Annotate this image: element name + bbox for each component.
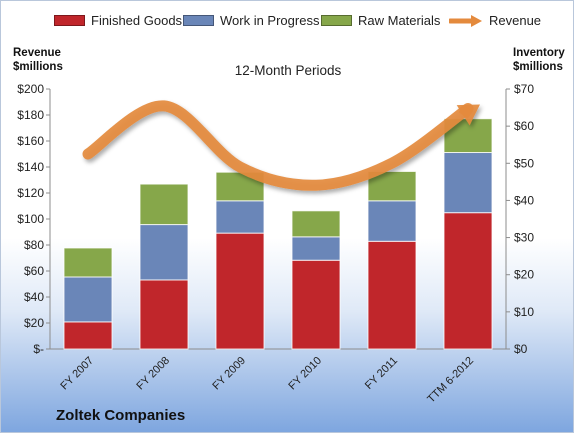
- right-tick-label: $0: [514, 342, 528, 356]
- left-tick-label: $160: [17, 134, 44, 148]
- left-axis-title-line2: $millions: [13, 61, 63, 73]
- left-tick-label: $-: [33, 342, 44, 356]
- left-tick-label: $20: [24, 316, 44, 330]
- left-tick-label: $40: [24, 290, 44, 304]
- legend-swatch-raw-materials: [321, 15, 352, 26]
- legend-item-finished-goods: Finished Goods: [54, 13, 182, 28]
- bar-finished-goods: [443, 212, 493, 350]
- bar-raw-materials: [291, 210, 341, 238]
- x-tick-label: FY 2011: [363, 355, 400, 392]
- left-axis-title-line1: Revenue: [13, 47, 61, 59]
- bar-work-in-progress: [291, 236, 341, 261]
- bar-raw-materials: [139, 183, 189, 226]
- legend-label-finished-goods: Finished Goods: [91, 13, 183, 28]
- right-axis-title-line2: $millions: [513, 61, 563, 73]
- legend-label-revenue: Revenue: [489, 13, 542, 28]
- right-tick-label: $20: [514, 268, 534, 282]
- x-tick-label: FY 2007: [58, 355, 96, 393]
- x-tick-label: FY 2008: [134, 355, 172, 393]
- company-name: Zoltek Companies: [56, 407, 186, 424]
- legend-arrow-icon: [449, 14, 482, 27]
- legend-swatch-finished-goods: [54, 15, 85, 26]
- legend: Finished Goods Work in Progress Raw Mate…: [1, 13, 574, 35]
- right-tick-label: $30: [514, 231, 534, 245]
- chart-title: 12-Month Periods: [234, 63, 342, 78]
- revenue-line: [82, 100, 474, 191]
- left-tick-label: $140: [17, 160, 44, 174]
- left-tick-label: $180: [17, 108, 44, 122]
- legend-label-raw-materials: Raw Materials: [358, 13, 441, 28]
- left-tick-label: $80: [24, 238, 44, 252]
- left-tick-label: $120: [17, 186, 44, 200]
- revenue-line-end: [458, 105, 473, 119]
- bar-finished-goods: [63, 321, 113, 350]
- bar-raw-materials: [63, 247, 113, 278]
- right-axis-title-line1: Inventory: [513, 47, 565, 59]
- bar-work-in-progress: [443, 152, 493, 214]
- bar-finished-goods: [367, 240, 417, 350]
- legend-label-work-in-progress: Work in Progress: [220, 13, 320, 28]
- right-tick-label: $70: [514, 82, 534, 96]
- revenue-series: [82, 100, 480, 191]
- bar-work-in-progress: [367, 200, 417, 242]
- legend-swatch-work-in-progress: [183, 15, 214, 26]
- right-tick-label: $60: [514, 119, 534, 133]
- left-tick-label: $100: [17, 212, 44, 226]
- bar-finished-goods: [215, 232, 265, 350]
- left-axis-title: Revenue $millions: [13, 46, 63, 74]
- bar-finished-goods: [291, 259, 341, 350]
- legend-item-raw-materials: Raw Materials: [321, 13, 440, 28]
- legend-item-work-in-progress: Work in Progress: [183, 13, 319, 28]
- bar-finished-goods: [139, 279, 189, 350]
- right-tick-label: $10: [514, 305, 534, 319]
- left-tick-label: $200: [17, 82, 44, 96]
- x-tick-label: FY 2010: [286, 355, 324, 393]
- right-tick-label: $40: [514, 193, 534, 207]
- left-tick-label: $60: [24, 264, 44, 278]
- x-tick-label: TTM 6-2012: [425, 355, 476, 406]
- right-tick-label: $50: [514, 156, 534, 170]
- bar-work-in-progress: [63, 276, 113, 323]
- right-axis-title: Inventory $millions: [513, 46, 565, 74]
- legend-item-revenue: Revenue: [449, 13, 541, 28]
- bar-work-in-progress: [139, 224, 189, 281]
- x-tick-label: FY 2009: [210, 355, 248, 393]
- bar-work-in-progress: [215, 200, 265, 234]
